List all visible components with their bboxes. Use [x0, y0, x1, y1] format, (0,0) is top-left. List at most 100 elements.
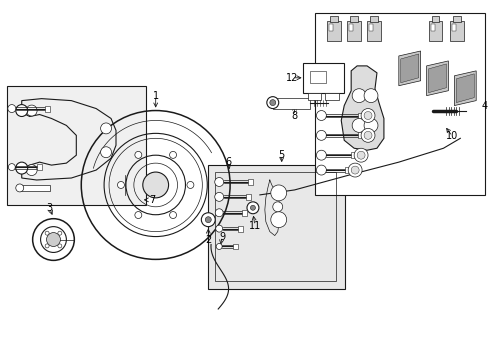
- Circle shape: [101, 123, 111, 134]
- Circle shape: [58, 244, 61, 248]
- Bar: [357, 113, 362, 118]
- Circle shape: [353, 148, 367, 162]
- Circle shape: [26, 105, 37, 116]
- Circle shape: [360, 129, 374, 142]
- Bar: [208, 165, 345, 289]
- Circle shape: [186, 181, 194, 188]
- Circle shape: [316, 130, 325, 140]
- Text: 6: 6: [224, 157, 231, 167]
- Circle shape: [16, 105, 28, 117]
- Text: 8: 8: [291, 111, 297, 121]
- Bar: [328, 24, 333, 31]
- Bar: [307, 93, 321, 100]
- Circle shape: [316, 111, 325, 121]
- Polygon shape: [427, 64, 446, 93]
- Bar: [357, 132, 362, 138]
- Circle shape: [16, 184, 24, 192]
- Circle shape: [58, 231, 61, 235]
- Circle shape: [205, 217, 211, 223]
- Bar: [349, 16, 357, 22]
- Text: 12: 12: [286, 73, 298, 83]
- Bar: [310, 71, 325, 83]
- Circle shape: [169, 212, 176, 219]
- Circle shape: [347, 163, 361, 177]
- Bar: [346, 21, 360, 41]
- Circle shape: [351, 118, 366, 132]
- Circle shape: [214, 192, 223, 201]
- Circle shape: [364, 131, 371, 139]
- Polygon shape: [400, 54, 418, 83]
- Polygon shape: [426, 61, 447, 96]
- Bar: [427, 21, 442, 41]
- Circle shape: [45, 244, 49, 248]
- Circle shape: [142, 172, 168, 198]
- Text: 11: 11: [248, 221, 261, 231]
- Circle shape: [169, 152, 176, 158]
- Polygon shape: [341, 66, 383, 150]
- Bar: [429, 24, 434, 31]
- Bar: [242, 210, 246, 216]
- Circle shape: [8, 105, 16, 113]
- Text: 5: 5: [278, 150, 284, 160]
- Circle shape: [272, 202, 282, 212]
- Circle shape: [8, 164, 15, 171]
- Bar: [44, 105, 49, 112]
- Bar: [237, 226, 242, 231]
- Bar: [366, 21, 380, 41]
- Circle shape: [360, 109, 374, 122]
- Polygon shape: [398, 51, 420, 86]
- Bar: [449, 21, 463, 41]
- Circle shape: [16, 162, 28, 174]
- Bar: [20, 185, 49, 191]
- Polygon shape: [455, 74, 473, 103]
- Bar: [215, 172, 336, 281]
- Circle shape: [45, 231, 49, 235]
- Circle shape: [46, 233, 61, 247]
- Circle shape: [117, 181, 124, 188]
- Text: 1: 1: [152, 91, 159, 101]
- Circle shape: [246, 202, 258, 214]
- Bar: [326, 21, 341, 41]
- Circle shape: [216, 243, 222, 249]
- Circle shape: [316, 165, 325, 175]
- Circle shape: [201, 213, 215, 227]
- Bar: [348, 24, 352, 31]
- Circle shape: [269, 100, 275, 105]
- Circle shape: [135, 152, 142, 158]
- Bar: [302, 63, 344, 93]
- Bar: [368, 24, 372, 31]
- Bar: [369, 16, 377, 22]
- Bar: [246, 194, 251, 200]
- Bar: [37, 164, 42, 170]
- Text: 2: 2: [205, 234, 211, 244]
- Bar: [350, 152, 355, 158]
- Bar: [7, 86, 145, 205]
- Circle shape: [364, 89, 377, 103]
- Bar: [248, 179, 253, 185]
- Text: 9: 9: [219, 231, 225, 242]
- Bar: [325, 93, 339, 100]
- Circle shape: [215, 225, 222, 232]
- Circle shape: [364, 118, 377, 132]
- Circle shape: [270, 212, 286, 228]
- Circle shape: [214, 177, 223, 186]
- Bar: [452, 16, 460, 22]
- Circle shape: [316, 150, 325, 160]
- Text: 4: 4: [481, 100, 487, 111]
- Circle shape: [356, 151, 365, 159]
- Bar: [315, 13, 484, 195]
- Circle shape: [351, 89, 366, 103]
- Bar: [345, 167, 349, 173]
- Bar: [272, 98, 310, 109]
- Text: 3: 3: [46, 203, 53, 213]
- Circle shape: [135, 212, 142, 219]
- Circle shape: [101, 147, 111, 158]
- Bar: [233, 243, 238, 249]
- Circle shape: [26, 165, 37, 176]
- Bar: [431, 16, 439, 22]
- Circle shape: [215, 209, 223, 217]
- Bar: [451, 24, 455, 31]
- Circle shape: [270, 185, 286, 201]
- Bar: [330, 16, 338, 22]
- Circle shape: [350, 166, 358, 174]
